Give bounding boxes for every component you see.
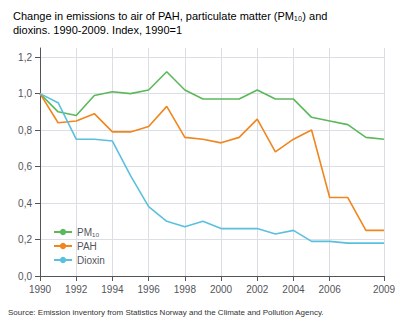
- svg-text:dioxins. 1990-2009. Index, 199: dioxins. 1990-2009. Index, 1990=1: [13, 24, 182, 36]
- svg-text:1,0: 1,0: [18, 88, 32, 99]
- svg-text:PM₁₀: PM₁₀: [77, 227, 100, 238]
- svg-text:Change in emissions to air of: Change in emissions to air of PAH, parti…: [13, 10, 327, 22]
- svg-text:1994: 1994: [101, 284, 124, 295]
- svg-text:2009: 2009: [373, 284, 396, 295]
- svg-text:0,0: 0,0: [18, 271, 32, 282]
- svg-text:2002: 2002: [246, 284, 269, 295]
- svg-text:2004: 2004: [282, 284, 305, 295]
- svg-text:1996: 1996: [138, 284, 161, 295]
- svg-text:PAH: PAH: [77, 241, 97, 252]
- svg-text:1998: 1998: [174, 284, 197, 295]
- svg-text:1,2: 1,2: [18, 52, 32, 63]
- svg-text:Source: Emission inventory fro: Source: Emission inventory from Statisti…: [8, 308, 324, 317]
- svg-text:2000: 2000: [210, 284, 233, 295]
- svg-text:0,8: 0,8: [18, 125, 32, 136]
- svg-text:0,4: 0,4: [18, 198, 32, 209]
- svg-text:2006: 2006: [319, 284, 342, 295]
- svg-text:1990: 1990: [29, 284, 52, 295]
- svg-text:0,6: 0,6: [18, 161, 32, 172]
- svg-text:1992: 1992: [65, 284, 88, 295]
- svg-text:0,2: 0,2: [18, 234, 32, 245]
- svg-text:Dioxin: Dioxin: [77, 255, 105, 266]
